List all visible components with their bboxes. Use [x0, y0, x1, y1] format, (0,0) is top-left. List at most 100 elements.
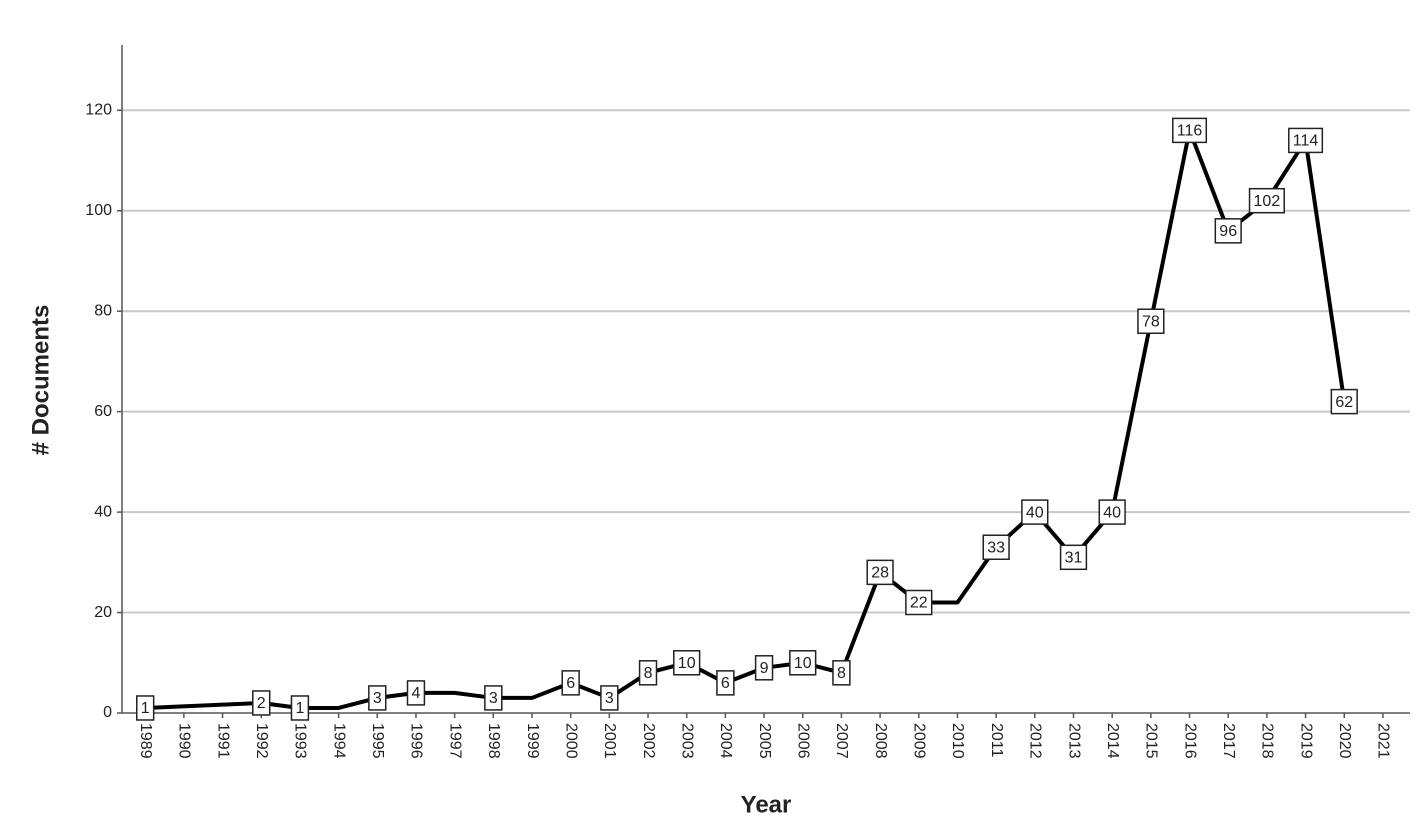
y-tick-label: 120: [85, 102, 112, 119]
data-label-box: [832, 660, 851, 686]
data-label-group: 62: [1330, 388, 1358, 415]
x-tick-label: 1995: [369, 723, 386, 759]
data-label: 33: [987, 539, 1005, 556]
data-label-box: [982, 534, 1010, 561]
data-label-group: 10: [789, 650, 817, 676]
x-tick-label: 2016: [1181, 723, 1198, 759]
x-tick-label: 2000: [562, 723, 579, 759]
data-label: 116: [1177, 123, 1203, 140]
data-label-group: 116: [1172, 117, 1208, 144]
y-tick-label: 100: [85, 202, 112, 219]
x-tick-label: 2019: [1297, 723, 1314, 759]
data-label-group: 9: [754, 655, 774, 681]
y-tick-label: 0: [103, 704, 112, 721]
x-tick-label: 1996: [408, 723, 425, 759]
data-label-group: 78: [1137, 308, 1165, 334]
data-label-box: [600, 685, 619, 711]
data-label-box: [290, 695, 310, 721]
x-tick-label: 2004: [717, 723, 734, 759]
data-label-box: [638, 660, 658, 686]
data-label-box: [905, 589, 933, 616]
data-label: 28: [871, 565, 889, 582]
data-label-box: [673, 650, 701, 676]
x-tick-label: 2017: [1220, 723, 1237, 759]
x-tick-label: 2021: [1375, 723, 1392, 759]
data-label: 62: [1335, 394, 1353, 411]
data-label: 3: [373, 690, 382, 707]
data-label-group: 31: [1059, 544, 1088, 571]
x-tick-label: 1997: [446, 723, 463, 759]
data-label: 78: [1142, 313, 1160, 330]
x-tick-label: 2010: [949, 723, 966, 759]
data-label: 40: [1103, 504, 1121, 521]
x-tick-label: 2002: [640, 723, 657, 759]
data-label: 3: [605, 690, 614, 707]
data-label-box: [368, 685, 387, 711]
x-tick-label: 2006: [795, 723, 812, 759]
data-label-box: [1288, 127, 1324, 154]
data-label: 6: [721, 675, 730, 692]
data-label-box: [754, 655, 774, 681]
data-label-box: [716, 670, 735, 696]
data-label: 6: [566, 675, 575, 692]
data-label-group: 6: [716, 670, 735, 696]
x-tick-label: 2020: [1336, 723, 1353, 759]
data-label-group: 3: [600, 685, 619, 711]
data-label: 10: [678, 655, 696, 672]
x-tick-label: 1990: [176, 723, 193, 759]
data-label-group: 3: [368, 685, 387, 711]
y-tick-label: 80: [94, 302, 112, 319]
data-label-box: [1248, 187, 1285, 214]
data-label: 40: [1026, 504, 1044, 521]
data-label: 9: [760, 660, 769, 677]
data-label-box: [1137, 308, 1165, 334]
y-tick-label: 20: [94, 604, 112, 621]
x-tick-label: 2007: [833, 723, 850, 759]
data-label-group: 8: [832, 660, 851, 686]
x-tick-label: 2009: [911, 723, 928, 759]
x-tick-label: 1992: [253, 723, 270, 759]
x-tick-label: 2011: [988, 723, 1005, 758]
x-tick-label: 2015: [1143, 723, 1160, 759]
data-label: 8: [644, 665, 653, 682]
x-axis-title: Year: [741, 791, 792, 818]
data-label-group: 4: [406, 680, 426, 706]
data-label-box: [789, 650, 817, 676]
data-label-group: 6: [561, 670, 580, 696]
data-label-box: [866, 559, 894, 586]
x-tick-label: 1989: [137, 723, 154, 759]
data-label-group: 114: [1288, 127, 1324, 154]
data-label: 2: [257, 695, 266, 712]
data-label-box: [1098, 499, 1126, 525]
data-label: 8: [837, 665, 846, 682]
data-label-box: [1214, 218, 1242, 244]
data-label-box: [1021, 499, 1049, 525]
data-label: 3: [489, 690, 498, 707]
data-label-box: [1059, 544, 1088, 571]
data-label: 22: [910, 595, 928, 612]
data-label: 31: [1065, 550, 1083, 567]
data-label-group: 1: [136, 695, 155, 721]
data-label-group: 8: [638, 660, 658, 686]
data-label: 10: [794, 655, 812, 672]
data-label-group: 40: [1021, 499, 1049, 525]
x-tick-label: 1998: [485, 723, 502, 759]
x-tick-label: 2003: [678, 723, 695, 759]
data-label-group: 33: [982, 534, 1010, 561]
data-label-box: [406, 680, 426, 706]
data-label: 1: [295, 700, 304, 717]
data-label-box: [1330, 388, 1358, 415]
x-tick-label: 2014: [1104, 723, 1121, 759]
data-label: 114: [1293, 133, 1319, 150]
y-axis-title: # Documents: [27, 305, 54, 456]
x-tick-label: 1994: [330, 723, 347, 759]
x-tick-label: 2008: [872, 723, 889, 759]
data-label-box: [252, 690, 271, 716]
data-label-group: 10: [673, 650, 701, 676]
data-label-group: 28: [866, 559, 894, 586]
y-tick-label: 40: [94, 503, 112, 520]
x-tick-label: 2012: [1027, 723, 1044, 759]
x-tick-label: 2005: [756, 723, 773, 759]
x-tick-label: 1993: [292, 723, 309, 759]
